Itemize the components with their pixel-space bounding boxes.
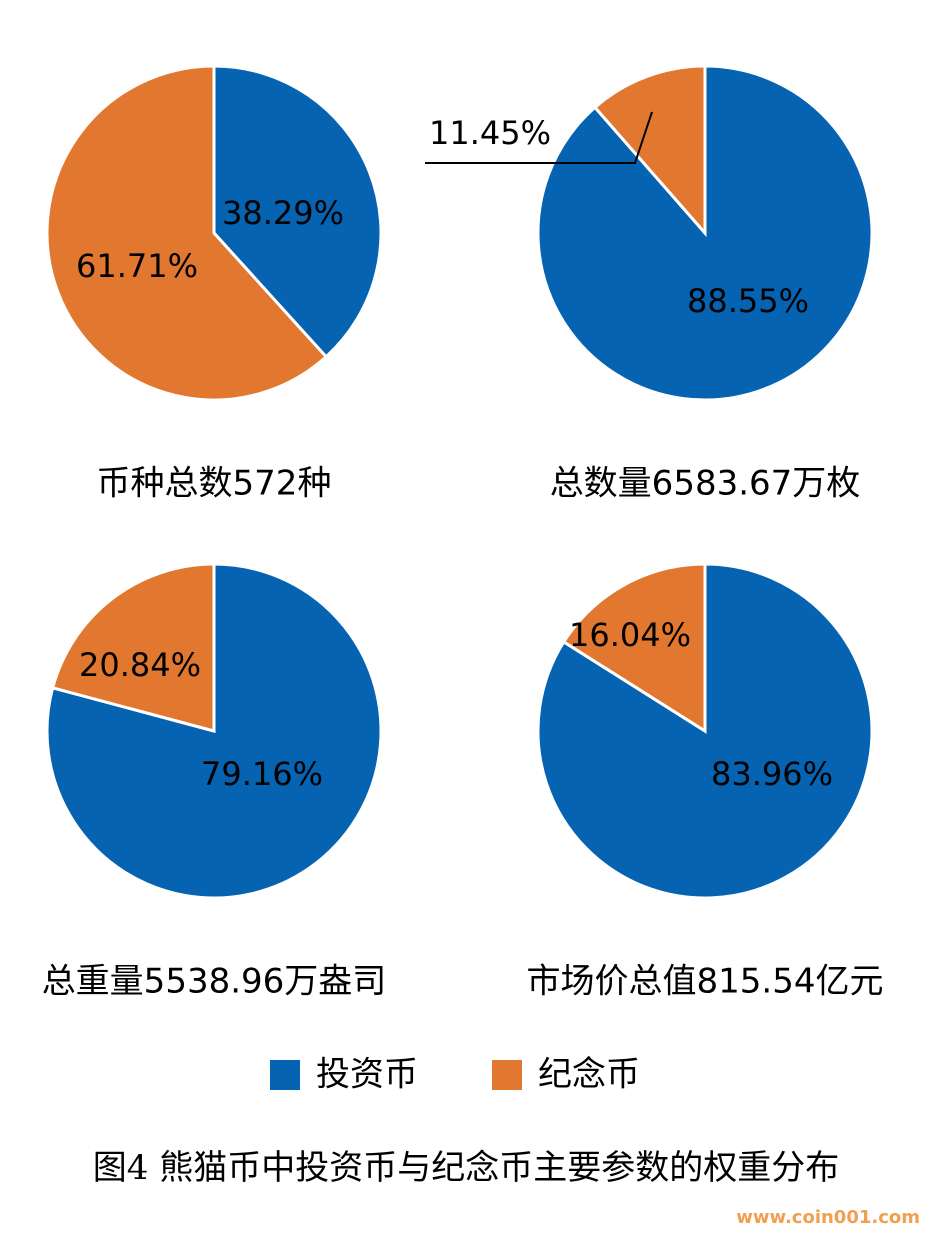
pie-slice xyxy=(45,64,329,402)
pie-title: 币种总数572种 xyxy=(97,464,332,504)
value-label: 88.55% xyxy=(687,282,809,320)
pie-slice xyxy=(50,562,216,733)
caption: 图4 熊猫币中投资币与纪念币主要参数的权重分布 xyxy=(93,1148,839,1188)
pie-title: 总数量6583.67万枚 xyxy=(550,464,861,504)
pie-slice xyxy=(45,562,383,900)
pie-slice xyxy=(212,64,383,359)
leader-line xyxy=(425,111,653,164)
value-label: 20.84% xyxy=(79,646,201,684)
pie-title: 市场价总值815.54亿元 xyxy=(527,962,884,1002)
value-label: 79.16% xyxy=(201,755,323,793)
value-label: 61.71% xyxy=(76,247,198,285)
pie-title: 总重量5538.96万盎司 xyxy=(42,962,387,1002)
pie-slice xyxy=(592,64,707,237)
value-label: 38.29% xyxy=(222,194,344,232)
value-label: 83.96% xyxy=(711,755,833,793)
watermark: www.coin001.com xyxy=(736,1207,920,1228)
value-label: 11.45% xyxy=(429,114,551,152)
legend-label: 纪念币 xyxy=(538,1055,640,1095)
legend-swatch xyxy=(270,1060,300,1090)
legend-label: 投资币 xyxy=(316,1055,418,1095)
pie-slice xyxy=(561,562,707,734)
value-label: 16.04% xyxy=(569,616,691,654)
legend-swatch xyxy=(492,1060,522,1090)
